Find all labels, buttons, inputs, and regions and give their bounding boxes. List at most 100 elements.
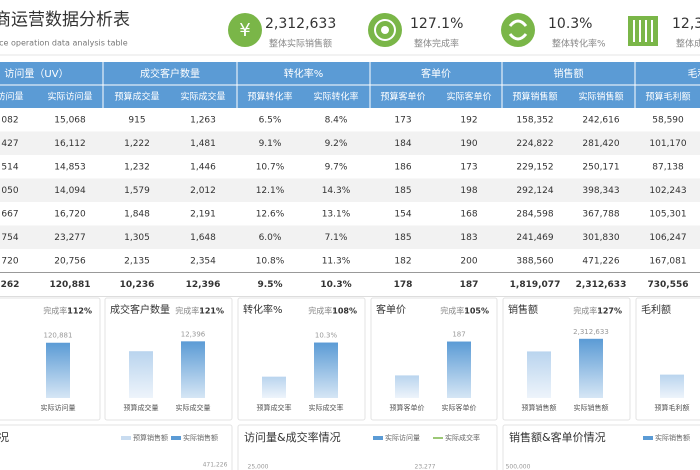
panel bbox=[0, 424, 233, 470]
kpi-label: 整体成交 bbox=[676, 38, 700, 50]
panel-title: 销售额&客单价情况 bbox=[509, 430, 606, 444]
table-cell: 292,124 bbox=[516, 186, 553, 196]
kpi-label: 整体实际销售额 bbox=[269, 38, 332, 50]
bar bbox=[395, 375, 419, 398]
column-header: 实际转化率 bbox=[313, 91, 358, 103]
bar-category: 实际客单价 bbox=[442, 403, 477, 412]
table-cell: 173 bbox=[460, 162, 477, 172]
total-cell: 730,556 bbox=[648, 280, 689, 290]
table-cell: 14,853 bbox=[54, 162, 86, 172]
bar bbox=[579, 338, 603, 398]
table-row bbox=[0, 178, 700, 202]
table-row bbox=[0, 155, 700, 179]
table-cell: 106,247 bbox=[649, 233, 686, 243]
table-cell: 281,420 bbox=[582, 139, 619, 149]
table-cell: 20,756 bbox=[54, 256, 86, 266]
card-rate: 112% bbox=[67, 307, 92, 316]
table-cell: 168 bbox=[460, 209, 477, 219]
table-cell: 050 bbox=[1, 186, 18, 196]
table-cell: 6.0% bbox=[259, 233, 282, 243]
table-cell: 184 bbox=[394, 139, 411, 149]
bar-value-label: 2,312,633 bbox=[573, 328, 609, 336]
table-cell: 301,830 bbox=[582, 233, 619, 243]
bar bbox=[660, 374, 684, 398]
kpi-icon-glyph bbox=[508, 19, 528, 41]
table-cell: 13.1% bbox=[322, 209, 351, 219]
table-cell: 182 bbox=[394, 256, 411, 266]
table-cell: 754 bbox=[1, 233, 18, 243]
panel-title: 线情况 bbox=[0, 430, 9, 444]
card-rate-label: 完成率: bbox=[440, 306, 467, 316]
bar bbox=[262, 376, 286, 398]
column-header: 实际客单价 bbox=[446, 91, 491, 103]
bar-category: 预算成交率 bbox=[257, 403, 292, 412]
table-cell: 7.1% bbox=[325, 233, 348, 243]
table-cell: 242,616 bbox=[582, 115, 619, 125]
kpi-icon bbox=[228, 13, 262, 47]
kpi-value: 127.1% bbox=[410, 16, 463, 32]
card-rate-label: 完成率: bbox=[573, 306, 600, 316]
card-rate: 105% bbox=[464, 307, 489, 316]
kpi-icon-glyph bbox=[374, 19, 396, 41]
page-subtitle: rce operation data analysis table bbox=[0, 39, 128, 48]
total-cell: 178 bbox=[394, 280, 413, 290]
table-cell: 154 bbox=[394, 209, 411, 219]
bar-value-label: 10.3% bbox=[315, 332, 338, 340]
table-cell: 16,720 bbox=[54, 209, 86, 219]
bar bbox=[447, 341, 471, 398]
group-header: 访问量（UV） bbox=[4, 67, 68, 80]
column-header: 实际销售额 bbox=[578, 91, 623, 103]
table-cell: 185 bbox=[394, 186, 411, 196]
card bbox=[104, 297, 233, 421]
group-header: 毛利 bbox=[688, 68, 700, 80]
table-cell: 398,343 bbox=[582, 186, 619, 196]
legend-label: 预算销售额 bbox=[133, 433, 168, 442]
card-title: 客单价 bbox=[376, 303, 406, 316]
table-cell: 2,012 bbox=[190, 186, 216, 196]
table-cell: 158,352 bbox=[516, 115, 553, 125]
table-cell: 427 bbox=[1, 139, 18, 149]
table-cell: 229,152 bbox=[516, 162, 553, 172]
table-cell: 1,232 bbox=[124, 162, 150, 172]
table-cell: 9.7% bbox=[325, 162, 348, 172]
table-cell: 87,138 bbox=[652, 162, 684, 172]
table-cell: 183 bbox=[460, 233, 477, 243]
table-cell: 14,094 bbox=[54, 186, 86, 196]
card-title: 成交客户数量 bbox=[110, 303, 170, 316]
kpi-label: 整体转化率% bbox=[552, 38, 606, 50]
card-rate-label: 完成率: bbox=[43, 306, 70, 316]
bar-category: 预算客单价 bbox=[390, 403, 425, 412]
card-rate-label: 完成率: bbox=[308, 306, 335, 316]
table-cell: 388,560 bbox=[516, 256, 553, 266]
table-cell: 16,112 bbox=[54, 139, 86, 149]
column-header: 预算销售额 bbox=[512, 91, 557, 103]
table-cell: 1,579 bbox=[124, 186, 150, 196]
total-cell: 120,881 bbox=[50, 280, 91, 290]
table-cell: 2,354 bbox=[190, 256, 216, 266]
table-cell: 173 bbox=[394, 115, 411, 125]
bar-category: 实际销售额 bbox=[574, 403, 609, 412]
table-cell: 1,481 bbox=[190, 139, 216, 149]
table-cell: 082 bbox=[1, 115, 18, 125]
kpi-value: 2,312,633 bbox=[265, 16, 336, 32]
legend-label: 实际成交率 bbox=[445, 433, 480, 442]
card bbox=[502, 297, 631, 421]
table-cell: 14.3% bbox=[322, 186, 351, 196]
legend-swatch bbox=[171, 436, 181, 440]
table-cell: 2,135 bbox=[124, 256, 150, 266]
legend-label: 实际访问量 bbox=[385, 433, 420, 442]
table-cell: 1,263 bbox=[190, 115, 216, 125]
column-header: 实际成交量 bbox=[180, 91, 225, 103]
total-cell: 10.3% bbox=[320, 280, 351, 290]
table-cell: 720 bbox=[1, 256, 18, 266]
bar-category: 预算销售额 bbox=[522, 403, 557, 412]
axis-label: 471,226 bbox=[203, 462, 228, 469]
card bbox=[237, 297, 366, 421]
kpi-label: 整体完成率 bbox=[414, 38, 459, 50]
table-cell: 10.8% bbox=[256, 256, 285, 266]
bar bbox=[46, 342, 70, 398]
total-cell: 187 bbox=[460, 280, 479, 290]
axis-label: 25,000 bbox=[248, 464, 269, 470]
